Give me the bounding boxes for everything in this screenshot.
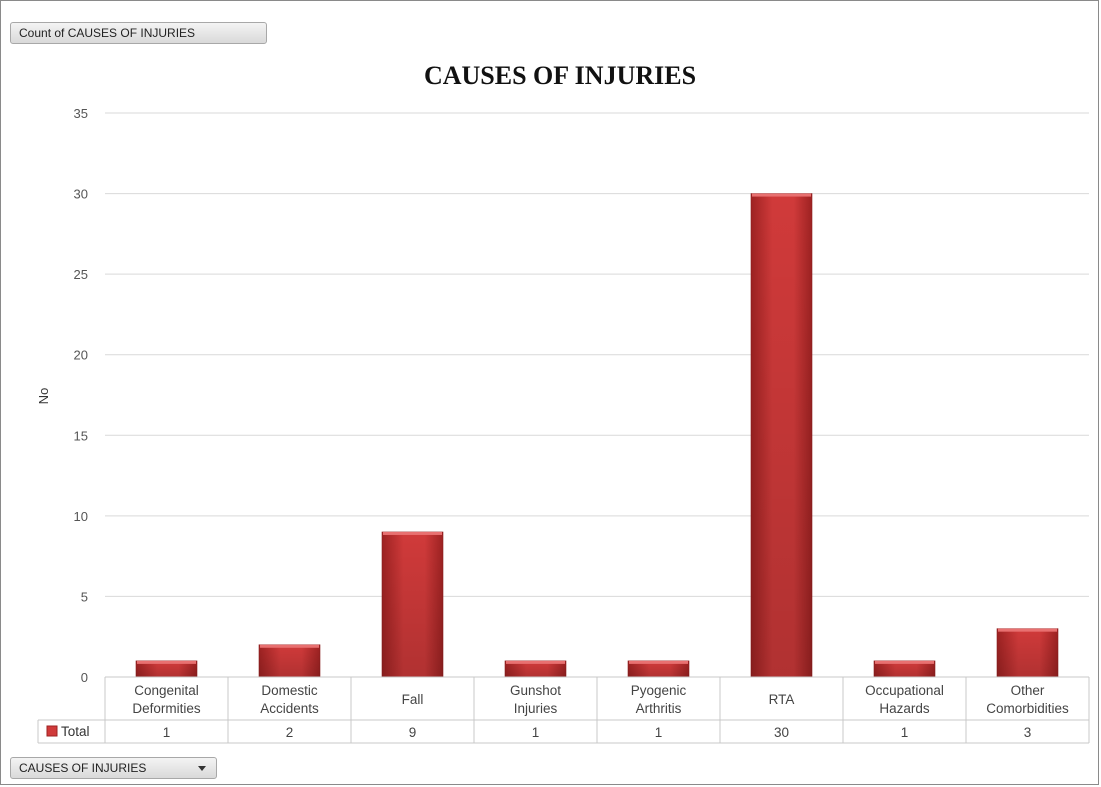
y-tick-label: 5 bbox=[81, 589, 88, 604]
data-table-value: 3 bbox=[1024, 725, 1032, 740]
bar-shade bbox=[997, 628, 1058, 677]
y-tick-label: 30 bbox=[74, 187, 88, 202]
bar-top-bevel bbox=[137, 660, 196, 664]
data-table-value: 1 bbox=[655, 725, 663, 740]
legend-swatch bbox=[46, 725, 58, 737]
category-label: Congenital Deformities bbox=[132, 683, 201, 716]
bars bbox=[135, 193, 1059, 678]
chevron-down-icon[interactable] bbox=[198, 766, 206, 771]
bar-shade bbox=[874, 660, 935, 677]
bar-top-bevel bbox=[629, 660, 688, 664]
y-tick-label: 0 bbox=[81, 670, 88, 685]
category-label: Gunshot Injuries bbox=[510, 683, 561, 716]
bar-top-bevel bbox=[752, 193, 811, 197]
category-label: RTA bbox=[769, 692, 795, 707]
data-table-value: 2 bbox=[286, 725, 294, 740]
axis-field-button[interactable]: CAUSES OF INJURIES bbox=[10, 757, 217, 779]
legend-series-name: Total bbox=[61, 724, 90, 739]
chart-title: CAUSES OF INJURIES bbox=[424, 61, 696, 90]
data-table-value: 30 bbox=[774, 725, 789, 740]
y-tick-label: 20 bbox=[74, 348, 88, 363]
data-table-value: 1 bbox=[163, 725, 171, 740]
bar-top-bevel bbox=[998, 628, 1057, 632]
category-label: Fall bbox=[402, 692, 424, 707]
bar-top-bevel bbox=[875, 660, 934, 664]
bar-shade bbox=[259, 644, 320, 677]
category-label: Pyogenic Arthritis bbox=[631, 683, 687, 716]
data-table-value: 1 bbox=[532, 725, 540, 740]
category-label: Other Comorbidities bbox=[986, 683, 1069, 716]
bar-top-bevel bbox=[383, 531, 442, 535]
bar-top-bevel bbox=[506, 660, 565, 664]
bar-shade bbox=[136, 660, 197, 677]
axis-field-label: CAUSES OF INJURIES bbox=[19, 761, 147, 775]
bar-shade bbox=[628, 660, 689, 677]
y-tick-label: 25 bbox=[74, 267, 88, 282]
y-tick-label: 10 bbox=[74, 509, 88, 524]
bar-shade bbox=[505, 660, 566, 677]
data-table-value: 1 bbox=[901, 725, 909, 740]
bar-top-bevel bbox=[260, 644, 319, 648]
y-tick-label: 15 bbox=[74, 428, 88, 443]
y-axis-ticks: 0 5 10 15 20 25 30 35 bbox=[74, 106, 88, 685]
data-table-value: 9 bbox=[409, 725, 417, 740]
category-label: Domestic Accidents bbox=[260, 683, 319, 716]
y-axis-label: No bbox=[36, 388, 51, 405]
value-field-button[interactable]: Count of CAUSES OF INJURIES bbox=[10, 22, 267, 44]
bar-shade bbox=[751, 193, 812, 678]
data-table: Congenital Deformities Domestic Accidents Fa… bbox=[37, 676, 1090, 744]
gridlines bbox=[105, 112, 1089, 678]
category-label: Occupational Hazards bbox=[865, 683, 944, 716]
bar-shade bbox=[382, 531, 443, 677]
y-tick-label: 35 bbox=[74, 106, 88, 121]
